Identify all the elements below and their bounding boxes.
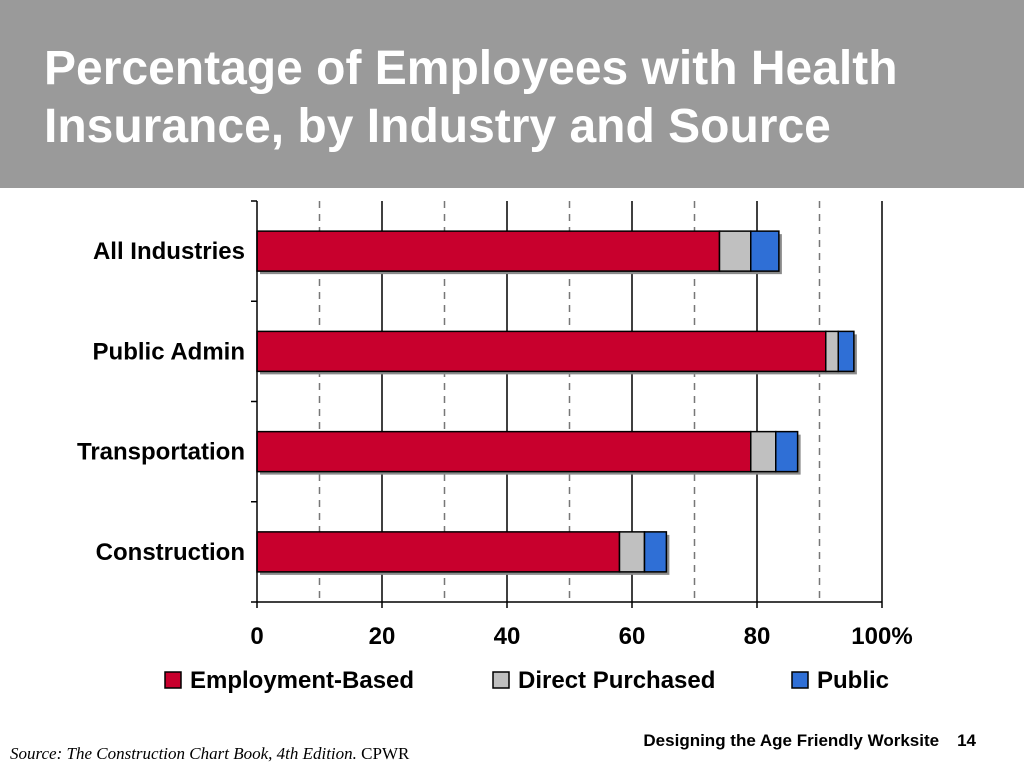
footer-text: Designing the Age Friendly Worksite xyxy=(643,731,940,750)
x-tick-label: 20 xyxy=(369,623,396,650)
bar-segment xyxy=(825,330,839,373)
source-publisher: CPWR xyxy=(356,744,410,763)
slide-title: Percentage of Employees with Health Insu… xyxy=(44,42,898,153)
bar-segment xyxy=(837,330,855,373)
x-tick-label: 60 xyxy=(619,623,646,650)
source-note: Source: The Construction Chart Book, 4th… xyxy=(10,744,409,764)
legend-label: Employment-Based xyxy=(190,667,414,694)
footer: Designing the Age Friendly Worksite 14 xyxy=(643,731,976,751)
bar-segment xyxy=(256,230,721,272)
bar-segment xyxy=(718,230,752,272)
legend-swatch xyxy=(492,671,510,689)
legend-item: Direct Purchased xyxy=(492,667,715,694)
legend-item: Public xyxy=(791,667,889,694)
x-tick-label: 100% xyxy=(851,623,912,650)
bar-segment xyxy=(643,531,668,573)
bar-group xyxy=(256,230,782,275)
axes xyxy=(251,200,883,608)
legend-item: Employment-Based xyxy=(164,667,414,694)
bar-group xyxy=(256,430,801,475)
category-labels: All Industries Public Admin Transportation… xyxy=(77,238,245,566)
x-tick-label: 0 xyxy=(250,623,263,650)
legend-label: Direct Purchased xyxy=(518,667,715,694)
x-tick-label: 80 xyxy=(744,623,771,650)
legend-label: Public xyxy=(817,667,889,694)
bars xyxy=(256,230,857,575)
bar-segment xyxy=(256,330,827,373)
bar-group xyxy=(256,330,857,375)
bar-segment xyxy=(256,430,752,473)
source-citation: Source: The Construction Chart Book, 4th… xyxy=(10,744,357,763)
page-number: 14 xyxy=(957,731,976,750)
category-label: Public Admin xyxy=(93,338,245,365)
legend: Employment-Based Direct Purchased Public xyxy=(164,667,889,694)
stacked-bar-chart: All Industries Public Admin Transportation… xyxy=(77,200,913,694)
bar-segment xyxy=(775,430,799,473)
bar-segment xyxy=(256,531,621,573)
bar-segment xyxy=(750,230,780,272)
category-label: Construction xyxy=(96,539,245,566)
bar-segment xyxy=(750,430,777,473)
legend-swatch xyxy=(791,671,809,689)
bar-segment xyxy=(618,531,646,573)
category-label: All Industries xyxy=(93,238,245,265)
bar-group xyxy=(256,531,670,575)
x-tick-label: 40 xyxy=(494,623,521,650)
category-label: Transportation xyxy=(77,439,245,466)
title-bar: Percentage of Employees with Health Insu… xyxy=(0,0,1024,188)
x-tick-labels: 0 20 40 60 80 100% xyxy=(250,623,912,650)
legend-swatch xyxy=(164,671,182,689)
